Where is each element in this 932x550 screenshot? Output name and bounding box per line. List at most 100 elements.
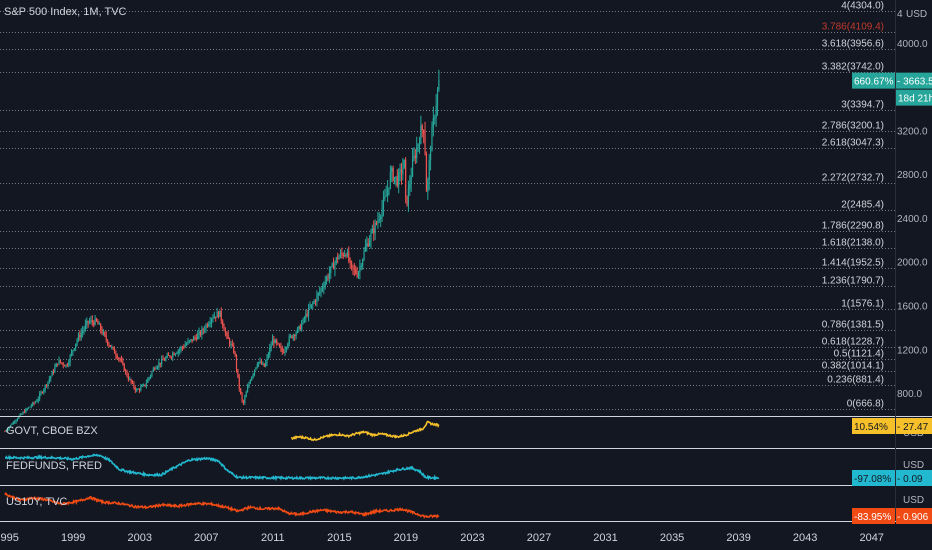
candle-body <box>234 352 236 356</box>
fib-level-label: 0.618(1228.7) <box>822 337 884 348</box>
us10y-pane-title: US10Y, TVC <box>6 496 68 508</box>
time-axis-tick-label: 2031 <box>593 532 617 544</box>
main-currency-label[interactable]: USD <box>906 9 927 20</box>
candle-body <box>84 324 86 330</box>
candle-body <box>273 339 275 344</box>
candle-body <box>402 168 404 175</box>
candle-body <box>363 251 365 260</box>
candle-body <box>202 329 204 331</box>
candle-body <box>181 347 184 348</box>
time-axis-tick-label: 2043 <box>793 532 817 544</box>
candle-body <box>206 324 208 327</box>
candle-body <box>11 424 13 426</box>
fib-level-label: 0(666.8) <box>847 399 884 410</box>
time-axis-tick-label: 2035 <box>660 532 684 544</box>
candle-body <box>97 320 99 325</box>
time-axis-tick-label: 1999 <box>61 532 85 544</box>
candle-body <box>384 196 386 200</box>
candle-body <box>169 355 171 357</box>
candle-body <box>109 345 111 347</box>
candle-body <box>373 228 375 234</box>
govt-pane[interactable] <box>290 420 440 442</box>
fib-level-label: 3.382(3742.0) <box>822 62 884 73</box>
candle-body <box>177 350 179 354</box>
candle-body <box>79 335 81 338</box>
candle-body <box>170 356 172 358</box>
price-axis-tick-label: 800.0 <box>897 389 922 400</box>
close-price-badge: 660.67% - 3663.5 <box>852 72 932 89</box>
candle-body <box>288 336 290 344</box>
candle-body <box>158 362 160 367</box>
candle-body <box>113 348 116 354</box>
candle-body <box>237 368 239 377</box>
candle-body <box>69 355 71 363</box>
candle-body <box>393 176 396 181</box>
candle-body <box>55 363 57 368</box>
candle-body <box>190 339 192 341</box>
govt-badge: 10.54% - 27.47 <box>852 418 932 434</box>
candle-body <box>152 368 154 372</box>
candle-body <box>173 353 175 355</box>
candle-body <box>149 375 152 378</box>
candle-body <box>136 389 138 391</box>
candle-body <box>65 364 67 367</box>
candle-body <box>184 345 186 348</box>
candle-body <box>191 339 193 341</box>
price-axis-ticks: 800.0 1200.0 1600.0 2000.0 2400.0 2800.0 3200.… <box>897 39 928 400</box>
candle-body <box>307 307 310 316</box>
us10y-pane[interactable] <box>4 492 440 519</box>
fib-level-label: 3.618(3956.6) <box>822 39 884 50</box>
pane-currency-label[interactable]: USD <box>903 460 924 471</box>
candle-body <box>355 269 357 274</box>
fib-level-label: 2(2485.4) <box>841 200 884 211</box>
candle-body <box>375 222 378 224</box>
candle-body <box>260 361 263 365</box>
countdown-badge: 18d 21h <box>896 89 932 106</box>
candle-body <box>246 386 249 393</box>
candle-body <box>216 311 218 318</box>
candle-body <box>180 347 182 350</box>
candle-body <box>277 342 279 345</box>
candle-body <box>130 379 132 383</box>
candle-body <box>316 295 318 302</box>
candle-body <box>33 402 35 404</box>
candle-body <box>312 303 314 305</box>
candle-body <box>310 304 312 308</box>
candle-body <box>432 118 434 128</box>
candle-body <box>303 318 306 320</box>
candle-body <box>249 380 251 384</box>
fib-level-label: 1.236(1790.7) <box>822 276 884 287</box>
badge-percent-box <box>852 470 895 486</box>
candle-body <box>238 376 240 389</box>
fedfunds-pane[interactable] <box>5 453 440 482</box>
candle-body <box>435 105 437 118</box>
candle-body <box>52 371 55 373</box>
candle-body <box>118 358 120 359</box>
candle-body <box>258 361 260 365</box>
candle-body <box>391 168 393 173</box>
candle-body <box>378 219 380 220</box>
main-top-tick-label: 4 <box>897 9 903 20</box>
candle-body <box>348 252 350 262</box>
candle-body <box>16 418 19 421</box>
candle-body <box>4 431 6 433</box>
candle-body <box>83 329 85 331</box>
candle-body <box>163 360 166 361</box>
candle-body <box>317 293 319 296</box>
candle-body <box>338 256 340 260</box>
badge-percent-text: -97.08% <box>854 474 891 485</box>
candle-body <box>357 272 360 277</box>
candle-body <box>240 388 242 394</box>
countdown-text: 18d 21h <box>898 94 932 105</box>
candle-body <box>298 326 300 329</box>
candle-body <box>370 233 372 241</box>
time-axis[interactable]: 1995 1999 2003 2007 2011 2015 2019 2023 2027 2031… <box>0 532 884 544</box>
candle-body <box>263 363 265 367</box>
candle-body <box>253 369 256 374</box>
candle-body <box>72 350 74 352</box>
candle-body <box>27 407 30 409</box>
candle-body <box>188 340 190 342</box>
candle-body <box>9 424 12 427</box>
pane-currency-label[interactable]: USD <box>903 495 924 506</box>
